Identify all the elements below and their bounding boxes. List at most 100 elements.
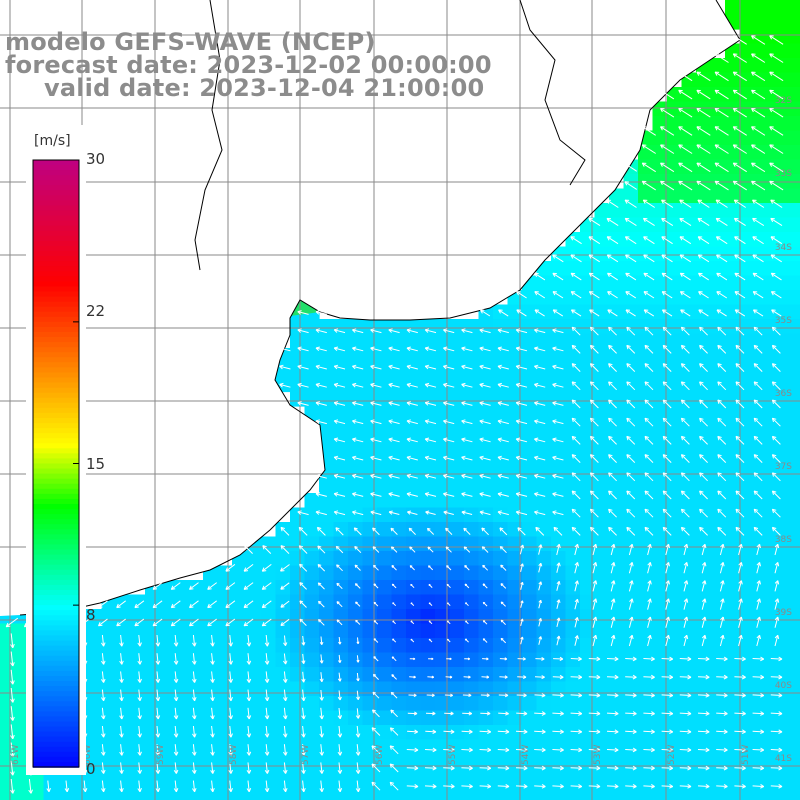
colorbar-segment bbox=[33, 347, 79, 354]
wind-cell bbox=[522, 551, 538, 567]
colorbar-segment bbox=[33, 306, 79, 313]
wind-cell bbox=[304, 667, 320, 683]
colorbar-segment bbox=[33, 458, 79, 465]
wind-arrow bbox=[337, 725, 343, 738]
wind-arrow bbox=[626, 490, 636, 500]
wind-arrow bbox=[732, 35, 747, 45]
wind-cell bbox=[652, 130, 668, 146]
wind-cell bbox=[377, 565, 393, 581]
wind-arrow bbox=[534, 783, 546, 789]
wind-cell bbox=[188, 739, 204, 755]
wind-cell bbox=[406, 696, 422, 712]
wind-cell bbox=[754, 275, 770, 291]
wind-arrow bbox=[771, 526, 781, 536]
wind-arrow bbox=[191, 689, 197, 702]
wind-cell bbox=[435, 348, 451, 364]
wind-arrow bbox=[479, 382, 491, 388]
wind-cell bbox=[652, 232, 668, 248]
wind-cell bbox=[87, 667, 103, 683]
wind-cell bbox=[58, 797, 74, 800]
wind-cell bbox=[652, 797, 668, 800]
wind-arrow bbox=[628, 634, 634, 647]
wind-cell bbox=[551, 551, 567, 567]
wind-arrow bbox=[647, 634, 652, 647]
wind-arrow bbox=[570, 692, 583, 698]
wind-arrow bbox=[588, 656, 601, 662]
wind-arrow bbox=[319, 689, 324, 701]
wind-cell bbox=[696, 130, 712, 146]
wind-cell bbox=[391, 348, 407, 364]
wind-arrow bbox=[662, 472, 672, 482]
wind-cell bbox=[87, 710, 103, 726]
wind-arrow bbox=[717, 381, 727, 391]
wind-arrow bbox=[119, 762, 124, 774]
wind-cell bbox=[754, 667, 770, 683]
wind-cell bbox=[348, 551, 364, 567]
wind-cell bbox=[768, 594, 784, 610]
wind-cell bbox=[696, 594, 712, 610]
wind-cell bbox=[304, 507, 320, 523]
wind-cell bbox=[652, 188, 668, 204]
wind-cell bbox=[551, 377, 567, 393]
wind-arrow bbox=[282, 725, 288, 738]
wind-arrow bbox=[732, 108, 747, 118]
wind-arrow bbox=[589, 326, 599, 336]
wind-cell bbox=[435, 391, 451, 407]
wind-arrow bbox=[734, 272, 746, 281]
wind-arrow bbox=[301, 707, 306, 720]
wind-cell bbox=[536, 696, 552, 712]
wind-arrow bbox=[210, 707, 215, 720]
wind-arrow bbox=[606, 783, 619, 789]
wind-arrow bbox=[771, 508, 781, 518]
wind-arrow bbox=[589, 381, 599, 391]
wind-arrow bbox=[390, 527, 398, 535]
wind-cell bbox=[217, 768, 233, 784]
wind-arrow bbox=[100, 707, 106, 720]
wind-cell bbox=[652, 536, 668, 552]
wind-arrow bbox=[647, 598, 652, 610]
wind-cell bbox=[696, 333, 712, 349]
wind-cell bbox=[739, 333, 755, 349]
wind-arrow bbox=[10, 669, 15, 685]
wind-cell bbox=[290, 667, 306, 683]
colorbar-segment bbox=[33, 756, 79, 763]
wind-cell bbox=[580, 391, 596, 407]
wind-arrow bbox=[497, 437, 509, 443]
wind-arrow bbox=[461, 473, 473, 479]
wind-cell bbox=[406, 739, 422, 755]
wind-cell bbox=[333, 725, 349, 741]
wind-arrow bbox=[770, 656, 783, 662]
wind-cell bbox=[478, 696, 494, 712]
wind-cell bbox=[348, 464, 364, 480]
wind-arrow bbox=[719, 634, 725, 647]
wind-cell bbox=[609, 348, 625, 364]
wind-cell bbox=[681, 304, 697, 320]
wind-arrow bbox=[644, 490, 654, 500]
wind-arrow bbox=[769, 89, 784, 100]
wind-cell bbox=[493, 638, 509, 654]
wind-cell bbox=[667, 754, 683, 770]
wind-cell bbox=[696, 420, 712, 436]
wind-arrow bbox=[371, 781, 381, 791]
wind-arrow bbox=[370, 364, 382, 370]
wind-cell bbox=[710, 652, 726, 668]
wind-arrow bbox=[191, 707, 197, 720]
wind-arrow bbox=[680, 490, 690, 500]
wind-arrow bbox=[756, 580, 761, 592]
wind-arrow bbox=[515, 328, 528, 334]
wind-cell bbox=[174, 681, 190, 697]
wind-cell bbox=[420, 710, 436, 726]
wind-cell bbox=[725, 493, 741, 509]
wind-arrow bbox=[756, 562, 761, 574]
wind-cell bbox=[232, 652, 248, 668]
wind-arrow bbox=[464, 583, 470, 589]
wind-arrow bbox=[409, 675, 416, 679]
colorbar-segment bbox=[33, 554, 79, 561]
wind-cell bbox=[420, 768, 436, 784]
wind-cell bbox=[696, 290, 712, 306]
colorbar-segment bbox=[33, 256, 79, 262]
wind-cell bbox=[710, 290, 726, 306]
wind-arrow bbox=[556, 543, 561, 556]
wind-arrow bbox=[697, 747, 710, 753]
